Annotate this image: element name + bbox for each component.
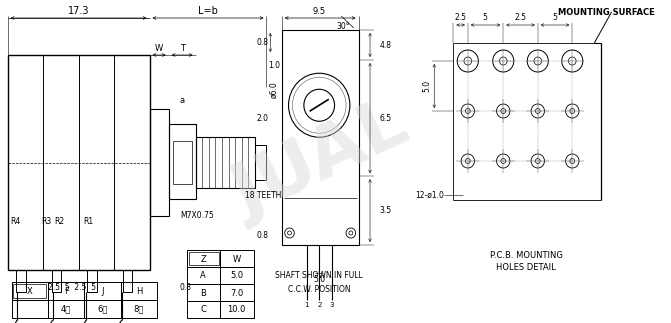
Bar (150, 109, 168, 216)
Text: T: T (180, 44, 185, 53)
Text: H: H (136, 287, 142, 296)
Bar (221, 267, 254, 284)
Bar (48, 300, 85, 318)
Text: 9.5: 9.5 (313, 6, 326, 16)
Bar (221, 301, 254, 318)
Bar (221, 250, 254, 267)
Text: W: W (233, 255, 241, 264)
Bar (221, 284, 254, 301)
Bar (52, 270, 61, 292)
Bar (187, 250, 221, 267)
Text: 10.0: 10.0 (227, 306, 246, 315)
Bar (13, 284, 46, 298)
Text: 4.8: 4.8 (380, 40, 392, 49)
Text: 1.0: 1.0 (268, 60, 280, 69)
Text: M7X0.75: M7X0.75 (180, 211, 214, 220)
Bar (7, 55, 150, 270)
Text: L=b: L=b (198, 6, 218, 16)
Text: F: F (64, 287, 68, 296)
Text: a: a (180, 96, 185, 105)
Text: 3.5: 3.5 (380, 206, 392, 215)
Bar (48, 282, 85, 300)
Text: B: B (200, 288, 206, 297)
Text: 1: 1 (305, 302, 309, 308)
Text: 17.3: 17.3 (68, 6, 89, 16)
Text: 30°: 30° (336, 22, 350, 30)
Text: R2: R2 (54, 217, 64, 226)
Bar (121, 282, 157, 300)
Bar (11, 300, 48, 318)
Text: J: J (101, 287, 104, 296)
Bar (282, 30, 358, 245)
Bar (172, 141, 192, 184)
Text: 5.0: 5.0 (422, 80, 431, 92)
Bar (16, 270, 26, 292)
Text: 5: 5 (482, 13, 488, 22)
Text: 18 TEETH: 18 TEETH (246, 191, 282, 200)
Text: 0.8: 0.8 (256, 37, 268, 47)
Bar (168, 124, 195, 199)
Text: R1: R1 (83, 217, 93, 226)
Text: ø6.0: ø6.0 (270, 82, 278, 99)
Text: 0.8: 0.8 (179, 284, 191, 293)
Text: 7.0: 7.0 (230, 288, 244, 297)
Text: MOUNTING SURFACE: MOUNTING SURFACE (558, 7, 655, 16)
Text: 12-ø1.0: 12-ø1.0 (415, 191, 444, 200)
Text: W: W (155, 44, 163, 53)
Text: 2.0: 2.0 (256, 114, 268, 123)
Text: P.C.B. MOUNTING: P.C.B. MOUNTING (490, 251, 563, 259)
Text: SHAFT SHOWN IN FULL: SHAFT SHOWN IN FULL (275, 270, 363, 279)
Bar (187, 301, 221, 318)
Text: 2.5: 2.5 (515, 13, 527, 22)
Bar (123, 270, 132, 292)
Text: C: C (200, 306, 206, 315)
Bar (11, 282, 48, 300)
Text: 0.8: 0.8 (256, 231, 268, 239)
Bar (85, 300, 121, 318)
Text: 8联: 8联 (134, 305, 144, 314)
Text: R4: R4 (10, 217, 20, 226)
Text: 5: 5 (553, 13, 558, 22)
Bar (189, 252, 219, 265)
Text: 2.5: 2.5 (454, 13, 466, 22)
Bar (187, 284, 221, 301)
Text: X: X (27, 287, 33, 296)
Text: JUAL: JUAL (223, 92, 419, 232)
Text: C.C.W. POSITION: C.C.W. POSITION (288, 286, 350, 295)
Bar (121, 300, 157, 318)
Text: Z: Z (201, 255, 206, 264)
Text: 6.5: 6.5 (380, 114, 392, 123)
Text: A: A (201, 272, 206, 280)
Text: 2: 2 (317, 302, 321, 308)
Text: 5.0: 5.0 (230, 272, 244, 280)
Bar (85, 282, 121, 300)
Text: 2.5  5  2.5  5: 2.5 5 2.5 5 (48, 284, 96, 293)
Text: 4联: 4联 (61, 305, 71, 314)
Text: 5.0: 5.0 (313, 276, 325, 285)
Bar (87, 270, 97, 292)
Text: HOLES DETAIL: HOLES DETAIL (497, 264, 556, 273)
Text: R3: R3 (41, 217, 51, 226)
Bar (187, 267, 221, 284)
Bar (195, 137, 255, 188)
Text: 3: 3 (329, 302, 334, 308)
Bar (255, 145, 266, 180)
Text: 6联: 6联 (97, 305, 108, 314)
